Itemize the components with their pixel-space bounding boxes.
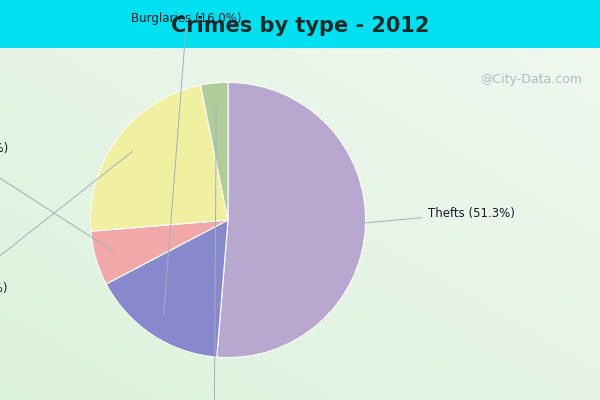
Wedge shape — [91, 220, 228, 284]
Wedge shape — [217, 82, 365, 358]
Wedge shape — [91, 85, 228, 231]
Text: Auto thefts (6.4%): Auto thefts (6.4%) — [0, 142, 113, 251]
Text: @City-Data.com: @City-Data.com — [480, 73, 582, 86]
Text: Thefts (51.3%): Thefts (51.3%) — [347, 207, 514, 224]
Text: Crimes by type - 2012: Crimes by type - 2012 — [171, 16, 429, 36]
Text: Robberies (3.2%): Robberies (3.2%) — [163, 106, 265, 400]
Text: Burglaries (16.0%): Burglaries (16.0%) — [131, 12, 242, 315]
Wedge shape — [200, 82, 228, 220]
Text: Assaults (23.1%): Assaults (23.1%) — [0, 152, 132, 295]
Wedge shape — [106, 220, 228, 357]
